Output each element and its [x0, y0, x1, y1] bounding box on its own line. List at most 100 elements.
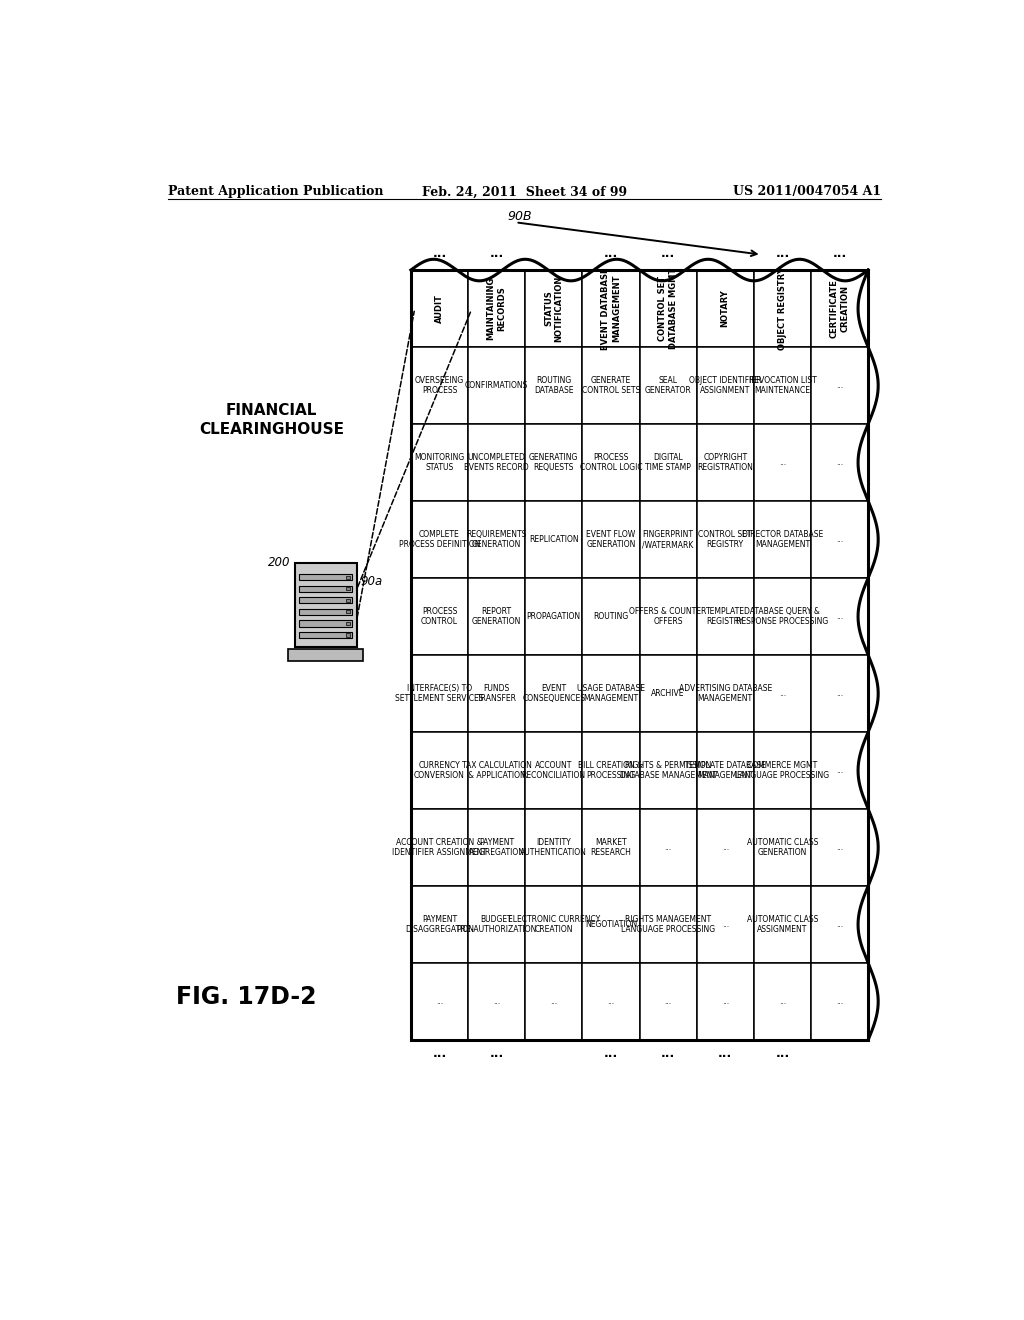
Bar: [411, 502, 468, 578]
Bar: [525, 886, 583, 964]
Bar: [640, 502, 696, 578]
Bar: [640, 886, 696, 964]
Bar: [640, 655, 696, 733]
Text: CONTROL SET
DATABASE MGMT: CONTROL SET DATABASE MGMT: [658, 268, 678, 350]
Bar: [754, 424, 811, 502]
Text: COPYRIGHT
REGISTRATION: COPYRIGHT REGISTRATION: [697, 453, 754, 473]
Text: PAYMENT
DISAGGREGATION: PAYMENT DISAGGREGATION: [404, 915, 474, 935]
Bar: [468, 271, 525, 347]
Text: ...: ...: [722, 843, 729, 851]
Text: ...: ...: [779, 997, 786, 1006]
Bar: [811, 964, 868, 1040]
Text: CONFIRMATIONS: CONFIRMATIONS: [465, 381, 528, 389]
Text: 90a: 90a: [360, 576, 383, 589]
Text: OVERSEEING
PROCESS: OVERSEEING PROCESS: [415, 376, 464, 396]
Text: DIGITAL
TIME STAMP: DIGITAL TIME STAMP: [645, 453, 691, 473]
Text: ELECTRONIC CURRENCY
CREATION: ELECTRONIC CURRENCY CREATION: [508, 915, 600, 935]
Text: ...: ...: [432, 1047, 446, 1060]
Bar: [346, 622, 350, 626]
Bar: [468, 502, 525, 578]
Bar: [299, 586, 352, 591]
Text: MAINTAINING
RECORDS: MAINTAINING RECORDS: [486, 277, 507, 341]
Text: ...: ...: [665, 997, 672, 1006]
Bar: [525, 655, 583, 733]
Bar: [754, 347, 811, 424]
Text: PROPAGATION: PROPAGATION: [526, 612, 581, 620]
Bar: [299, 574, 352, 581]
Text: ...: ...: [836, 997, 843, 1006]
Bar: [525, 809, 583, 886]
Text: ROUTING
DATABASE: ROUTING DATABASE: [534, 376, 573, 396]
Bar: [289, 649, 362, 661]
Bar: [811, 347, 868, 424]
Text: REVOCATION LIST
MAINTENANCE: REVOCATION LIST MAINTENANCE: [749, 376, 816, 396]
Text: ...: ...: [836, 535, 843, 544]
Bar: [583, 271, 640, 347]
Bar: [583, 733, 640, 809]
Text: OBJECT REGISTRY: OBJECT REGISTRY: [778, 267, 786, 350]
Text: NOTARY: NOTARY: [721, 289, 730, 327]
Bar: [468, 424, 525, 502]
Bar: [696, 655, 754, 733]
Text: 90B: 90B: [508, 210, 532, 223]
Bar: [640, 271, 696, 347]
Bar: [696, 502, 754, 578]
Text: FIG. 17D-2: FIG. 17D-2: [176, 985, 316, 1010]
Bar: [640, 578, 696, 655]
Bar: [811, 809, 868, 886]
Text: ...: ...: [722, 997, 729, 1006]
Bar: [754, 964, 811, 1040]
Bar: [640, 424, 696, 502]
Text: EVENT DATABASE
MANAGEMENT: EVENT DATABASE MANAGEMENT: [601, 267, 621, 350]
Bar: [583, 424, 640, 502]
Text: ...: ...: [493, 997, 500, 1006]
Bar: [640, 733, 696, 809]
Text: COMPLETE
PROCESS DEFINITION: COMPLETE PROCESS DEFINITION: [398, 529, 480, 549]
Text: REPLICATION: REPLICATION: [529, 535, 579, 544]
Text: AUDIT: AUDIT: [435, 294, 444, 323]
Bar: [295, 562, 356, 647]
Bar: [346, 610, 350, 614]
Text: ...: ...: [836, 843, 843, 851]
Bar: [696, 886, 754, 964]
Bar: [811, 271, 868, 347]
Text: ...: ...: [660, 1047, 675, 1060]
Text: STATUS
NOTIFICATION: STATUS NOTIFICATION: [544, 276, 563, 342]
Text: FUNDS
TRANSFER: FUNDS TRANSFER: [476, 684, 517, 704]
Text: DATABASE QUERY &
RESPONSE PROCESSING: DATABASE QUERY & RESPONSE PROCESSING: [736, 607, 828, 627]
Bar: [811, 733, 868, 809]
Text: FINANCIAL
CLEARINGHOUSE: FINANCIAL CLEARINGHOUSE: [199, 404, 344, 437]
Text: ...: ...: [660, 247, 675, 260]
Bar: [525, 424, 583, 502]
Bar: [583, 347, 640, 424]
Bar: [811, 502, 868, 578]
Text: BILL CREATION &
PROCESSING: BILL CREATION & PROCESSING: [579, 760, 643, 780]
Text: ...: ...: [604, 247, 618, 260]
Bar: [468, 578, 525, 655]
Bar: [411, 578, 468, 655]
Text: CERTIFICATE
CREATION: CERTIFICATE CREATION: [829, 279, 850, 338]
Text: ...: ...: [775, 247, 790, 260]
Text: ...: ...: [604, 1047, 618, 1060]
Text: GENERATE
CONTROL SETS: GENERATE CONTROL SETS: [582, 376, 640, 396]
Bar: [525, 964, 583, 1040]
Bar: [411, 271, 468, 347]
Bar: [468, 733, 525, 809]
Text: TEMPLATE
REGISTRY: TEMPLATE REGISTRY: [706, 607, 744, 627]
Bar: [696, 809, 754, 886]
Text: TAX CALCULATION
& APPLICATION: TAX CALCULATION & APPLICATION: [462, 760, 531, 780]
Bar: [468, 886, 525, 964]
Text: ...: ...: [718, 1047, 732, 1060]
Text: Feb. 24, 2011  Sheet 34 of 99: Feb. 24, 2011 Sheet 34 of 99: [422, 185, 628, 198]
Bar: [411, 964, 468, 1040]
Text: OBJECT IDENTIFIER
ASSIGNMENT: OBJECT IDENTIFIER ASSIGNMENT: [689, 376, 762, 396]
Bar: [299, 609, 352, 615]
Bar: [468, 655, 525, 733]
Text: UNCOMPLETED
EVENTS RECORD: UNCOMPLETED EVENTS RECORD: [464, 453, 529, 473]
Bar: [640, 964, 696, 1040]
Text: MONITORING
STATUS: MONITORING STATUS: [415, 453, 465, 473]
Text: ...: ...: [722, 920, 729, 929]
Text: ...: ...: [775, 1047, 790, 1060]
Text: ADVERTISING DATABASE
MANAGEMENT: ADVERTISING DATABASE MANAGEMENT: [679, 684, 772, 704]
Bar: [411, 733, 468, 809]
